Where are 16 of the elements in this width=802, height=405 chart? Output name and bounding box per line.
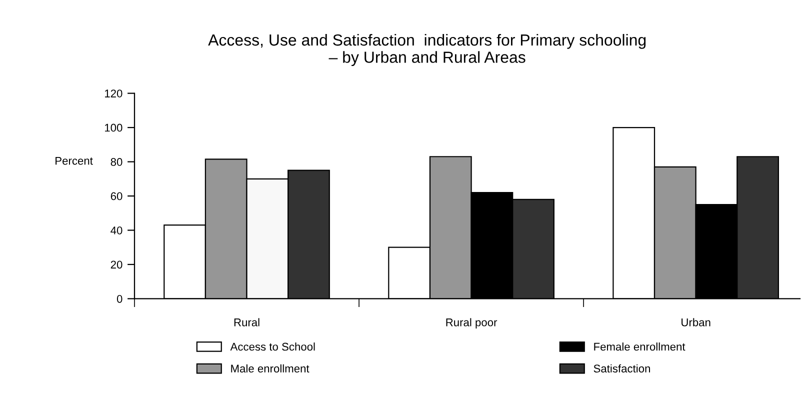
y-tick-label: 120: [105, 90, 122, 98]
y-tick-label: 80: [110, 158, 122, 166]
y-axis-title: Percent: [56, 156, 93, 165]
legend-label: Access to School: [230, 342, 315, 351]
chart-title: Access, Use and Satisfaction indicators for Primary schooling – by Urban and Rural Areas: [208, 34, 646, 66]
x-tick-label: Rural: [234, 318, 260, 326]
legend-label: Female enrollment: [594, 342, 686, 351]
legend-label: Satisfaction: [594, 364, 650, 373]
y-tick-label: 20: [110, 260, 122, 269]
y-tick-label: 40: [110, 226, 122, 234]
x-tick-label: Rural poor: [446, 318, 498, 328]
y-tick-label: 60: [110, 192, 122, 200]
legend-label: Male enrollment: [231, 364, 310, 373]
y-tick-label: 100: [105, 124, 122, 132]
y-tick-label: 0: [116, 294, 122, 303]
x-tick-label: Urban: [682, 318, 710, 326]
